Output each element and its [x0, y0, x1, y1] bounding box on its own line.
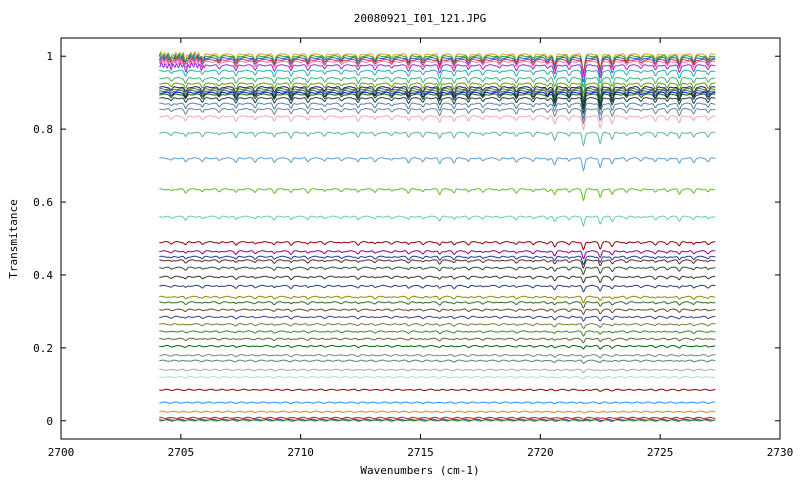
series-line: [159, 266, 716, 276]
y-tick-label: 0.6: [33, 196, 53, 209]
series-line: [159, 115, 716, 132]
series-line: [159, 416, 716, 421]
x-tick-label: 2710: [287, 446, 314, 459]
x-tick-label: 2705: [168, 446, 195, 459]
series-line: [158, 58, 716, 78]
x-axis-ticks: 2700 2705 2710 2715 2720 2725 2730: [48, 38, 794, 459]
series-line: [159, 97, 716, 115]
x-tick-label: 2730: [767, 446, 794, 459]
series-line: [159, 419, 716, 423]
series-line: [159, 69, 716, 87]
x-tick-label: 2725: [647, 446, 674, 459]
series-line: [159, 388, 716, 392]
series-line: [158, 50, 716, 72]
y-axis-ticks: 0 0.2 0.4 0.6 0.8 1: [33, 50, 780, 428]
y-tick-label: 0.8: [33, 123, 53, 136]
series-line: [159, 77, 716, 96]
series-line: [159, 131, 716, 148]
series-line: [159, 315, 716, 322]
series-line: [159, 359, 716, 364]
series-line: [159, 330, 716, 337]
series-line: [159, 354, 716, 359]
x-axis-label: Wavenumbers (cm-1): [360, 464, 479, 477]
series-line: [159, 323, 716, 330]
y-axis-label: Transmitance: [7, 199, 20, 278]
series-line: [159, 89, 716, 108]
series-line: [159, 87, 716, 107]
series-line: [159, 157, 716, 172]
series-line: [159, 375, 716, 380]
series-line: [159, 368, 716, 374]
series-line: [158, 56, 716, 76]
series-line: [159, 54, 716, 75]
series-line: [159, 401, 716, 405]
x-tick-label: 2720: [527, 446, 554, 459]
series-line: [159, 295, 716, 304]
y-tick-label: 0.4: [33, 269, 53, 282]
x-tick-label: 2715: [407, 446, 434, 459]
series-line: [159, 337, 716, 344]
chart-title: 20080921_I01_121.JPG: [354, 12, 486, 25]
series-line: [159, 259, 716, 270]
y-tick-label: 1: [46, 50, 53, 63]
series-line: [159, 86, 716, 105]
series-line: [159, 250, 716, 260]
series-line: [159, 102, 716, 121]
series-line: [159, 107, 716, 126]
series-line: [159, 91, 716, 109]
series-line: [158, 52, 716, 74]
x-tick-label: 2700: [48, 446, 75, 459]
series-line: [159, 188, 716, 202]
series-line: [159, 255, 716, 266]
y-tick-label: 0: [46, 415, 53, 428]
series-line: [159, 301, 716, 309]
series-line: [159, 241, 716, 251]
y-tick-label: 0.2: [33, 342, 53, 355]
series-line: [159, 308, 716, 316]
series-line: [159, 410, 716, 414]
series-line: [159, 275, 716, 284]
series-line: [159, 215, 716, 228]
series-line: [159, 61, 716, 83]
series-line: [159, 344, 716, 350]
series-line: [159, 93, 716, 111]
series-line: [159, 82, 716, 101]
series-line: [159, 284, 716, 293]
series-traces: [158, 50, 716, 423]
